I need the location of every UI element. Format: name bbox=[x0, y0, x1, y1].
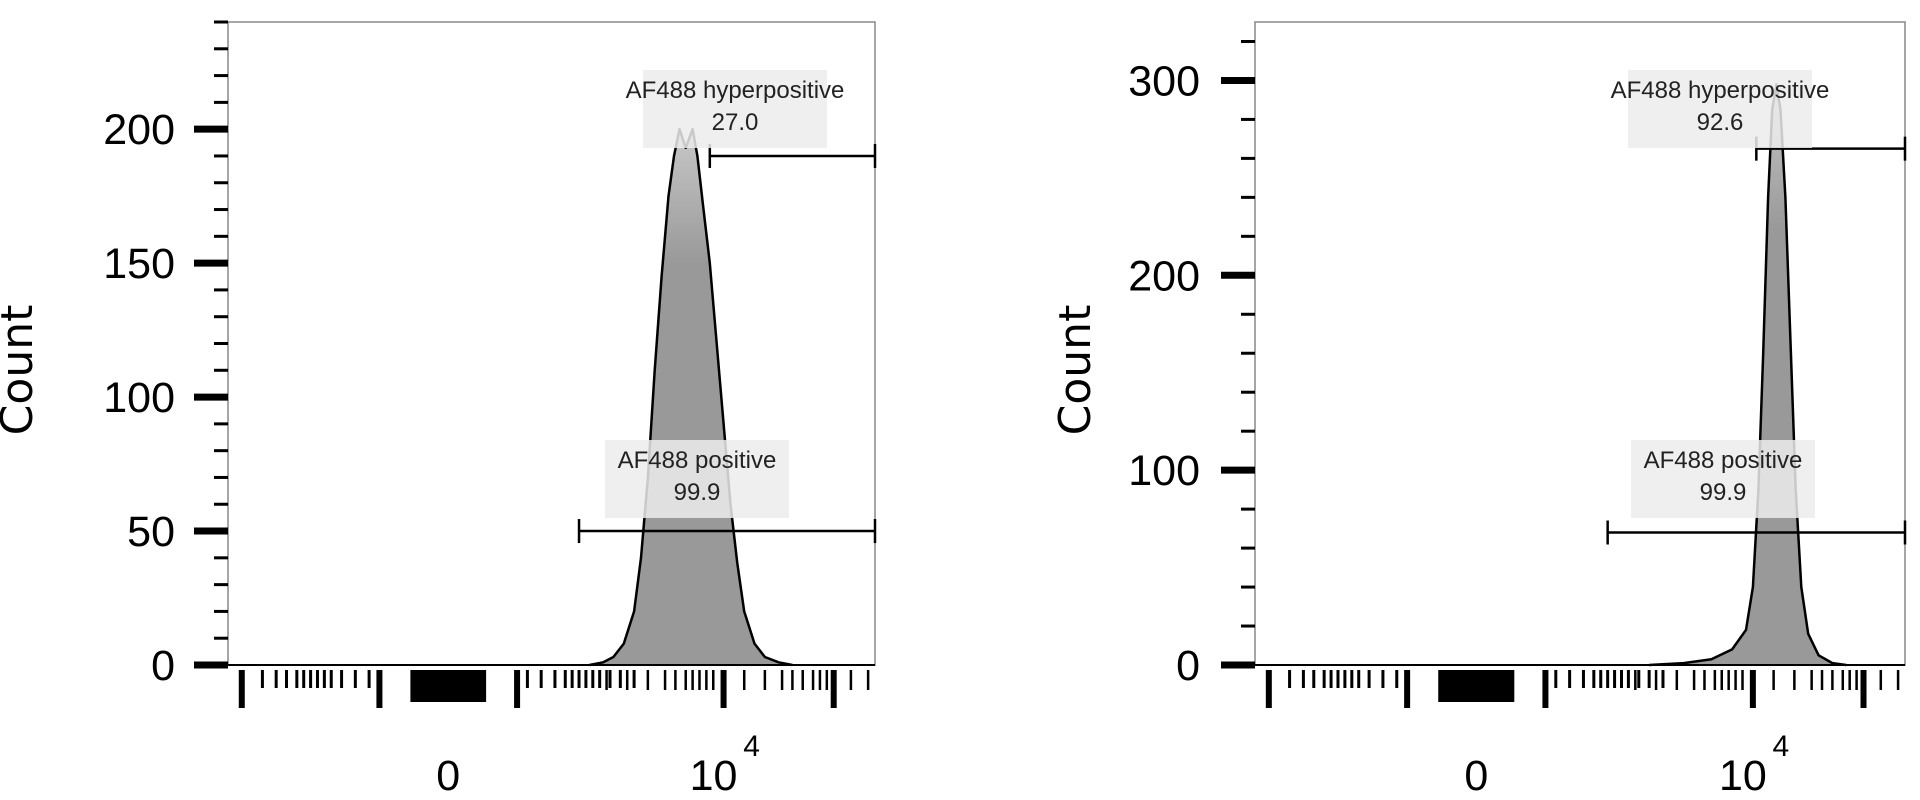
histogram-panel-2: 0 100 200 300 Count 0 104 AF488 hyperpositive 92… bbox=[1050, 21, 1907, 800]
y-tick-label: 50 bbox=[127, 508, 175, 556]
gate-label-background bbox=[605, 440, 789, 518]
x-tick-label-base: 10 bbox=[1719, 752, 1767, 800]
gate-value: 99.9 bbox=[674, 479, 721, 506]
x-tick-label-exponent: 4 bbox=[1773, 730, 1790, 763]
y-tick-label: 0 bbox=[1176, 642, 1200, 690]
y-tick-label: 150 bbox=[103, 240, 175, 288]
y-tick-label: 0 bbox=[151, 642, 175, 690]
x-zero-region bbox=[410, 670, 487, 702]
x-tick-label-zero: 0 bbox=[436, 752, 460, 800]
x-tick-label-base: 10 bbox=[690, 752, 738, 800]
histogram-outline bbox=[1649, 83, 1847, 667]
x-zero-region bbox=[1438, 670, 1515, 702]
gate-name: AF488 hyperpositive bbox=[626, 77, 845, 104]
gate-name: AF488 hyperpositive bbox=[1611, 77, 1830, 104]
gate-label-background bbox=[1628, 70, 1812, 148]
gate-label-background bbox=[1631, 440, 1815, 518]
y-tick-label: 300 bbox=[1128, 57, 1200, 105]
histogram-area bbox=[1649, 84, 1847, 665]
y-tick-label: 100 bbox=[1128, 447, 1200, 495]
y-tick-label: 200 bbox=[1128, 252, 1200, 300]
y-tick-label: 200 bbox=[103, 106, 175, 154]
gate-value: 27.0 bbox=[712, 109, 759, 136]
y-axis-label: Count bbox=[0, 305, 43, 436]
gate-name: AF488 positive bbox=[1644, 447, 1803, 474]
y-axis-label: Count bbox=[1050, 305, 1101, 436]
gate-value: 92.6 bbox=[1697, 109, 1744, 136]
y-tick-label: 100 bbox=[103, 374, 175, 422]
x-tick-label-exponent: 4 bbox=[743, 730, 760, 763]
gate-name: AF488 positive bbox=[618, 447, 777, 474]
histogram-panel-1: 0 50 100 150 200 Count 0 104 AF488 hyperpositive… bbox=[0, 20, 877, 800]
gate-value: 99.9 bbox=[1700, 479, 1747, 506]
x-tick-label-zero: 0 bbox=[1464, 752, 1488, 800]
histogram-area bbox=[589, 129, 793, 665]
gate-label-background bbox=[643, 70, 827, 148]
